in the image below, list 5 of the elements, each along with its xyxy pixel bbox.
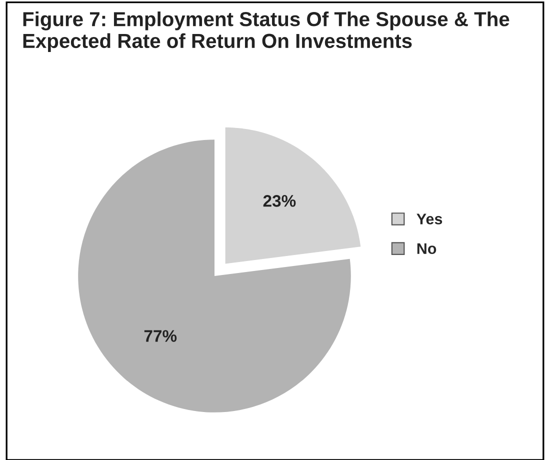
data-label: 23% xyxy=(263,195,296,207)
data-label: 77% xyxy=(144,330,177,342)
legend-label: Yes xyxy=(416,214,442,224)
legend-label: No xyxy=(417,243,436,254)
chart-title: Figure 7: Employment Status Of The Spouse & The Expected Rate of Return On Investments xyxy=(23,12,510,52)
